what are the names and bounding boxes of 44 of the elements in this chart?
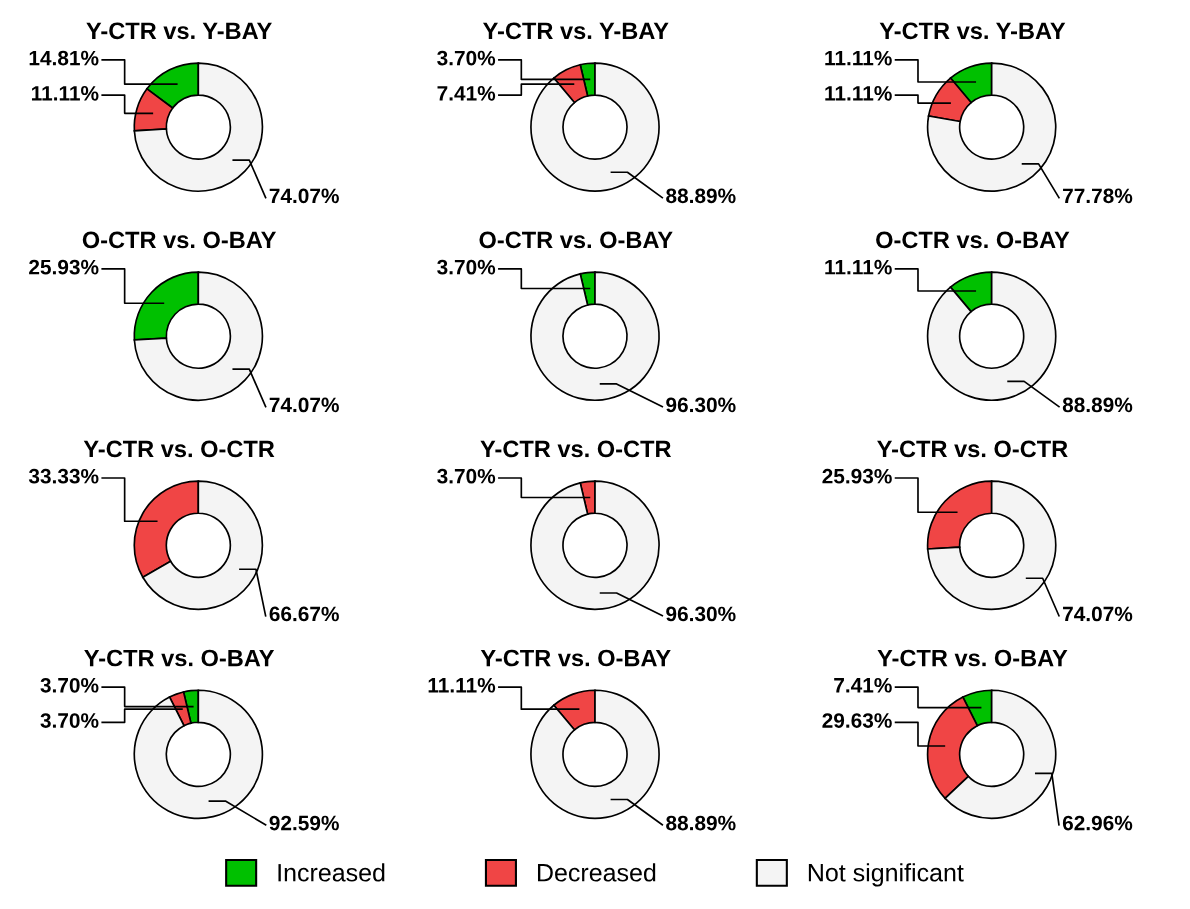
data-label: 74.07% [269, 397, 339, 413]
data-label: 11.11% [825, 85, 892, 101]
data-label: 33.33% [28, 468, 99, 484]
chart-title: O-CTR vs. O-BAY [479, 231, 673, 249]
data-label: 3.70% [40, 677, 99, 693]
chart-title: Y-CTR vs. Y-BAY [879, 22, 1066, 40]
data-label: 25.93% [822, 468, 892, 484]
data-label: 74.07% [269, 188, 339, 204]
data-label: 3.70% [437, 259, 496, 275]
chart-title: O-CTR vs. O-BAY [82, 231, 277, 249]
data-label: 25.93% [29, 259, 99, 275]
chart-title: O-CTR vs. O-BAY [876, 231, 1070, 249]
data-label: 11.11% [825, 50, 892, 66]
data-label: 7.41% [437, 85, 496, 101]
chart-title: Y-CTR vs. O-CTR [83, 440, 275, 458]
data-label: 88.89% [666, 815, 736, 831]
chart-title: Y-CTR vs. O-BAY [84, 649, 275, 667]
chart-title: Y-CTR vs. Y-BAY [86, 22, 272, 40]
chart-title: Y-CTR vs. O-CTR [877, 440, 1068, 458]
data-label: 96.30% [666, 606, 736, 622]
data-label: 88.89% [1062, 397, 1133, 413]
data-label: 3.70% [437, 468, 496, 484]
data-label: 92.59% [269, 815, 339, 831]
chart-title: Y-CTR vs. Y-BAY [482, 22, 669, 40]
data-label: 11.11% [428, 677, 496, 693]
data-label: 29.63% [822, 713, 892, 728]
legend-label: Not significant [808, 863, 964, 887]
data-label: 3.70% [40, 713, 99, 728]
data-label: 62.96% [1062, 815, 1133, 831]
chart-title: Y-CTR vs. O-BAY [480, 649, 671, 667]
data-label: 11.11% [31, 85, 99, 101]
legend-label: Decreased [537, 863, 656, 882]
legend-label: Increased [278, 863, 385, 882]
data-label: 74.07% [1063, 606, 1133, 622]
data-label: 96.30% [666, 397, 736, 413]
data-label: 11.11% [825, 259, 892, 275]
data-label: 3.70% [437, 50, 496, 66]
data-label: 77.78% [1063, 188, 1133, 204]
chart-title: Y-CTR vs. O-CTR [480, 440, 672, 458]
data-label: 66.67% [269, 606, 339, 622]
data-label: 88.89% [666, 188, 736, 204]
data-label: 14.81% [29, 50, 99, 66]
chart-title: Y-CTR vs. O-BAY [877, 649, 1068, 667]
data-label: 7.41% [834, 677, 892, 693]
